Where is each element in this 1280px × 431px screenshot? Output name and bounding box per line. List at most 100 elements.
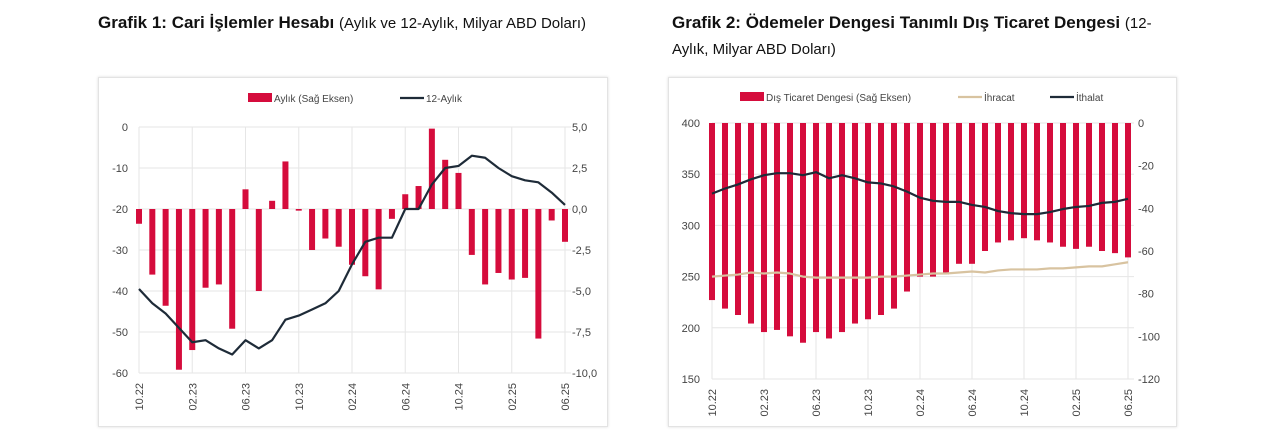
chart2-subtitle: (12-Aylık, Milyar ABD Doları)	[672, 15, 1152, 58]
chart2-title: Grafik 2: Ödemeler Dengesi Tanımlı Dış T…	[672, 10, 1152, 62]
bar-06.25	[562, 209, 568, 242]
bar-02.24	[917, 123, 923, 277]
x-tick-label: 06.23	[811, 389, 823, 417]
legend-label: Dış Ticaret Dengesi (Sağ Eksen)	[766, 93, 911, 104]
bar-03.23	[774, 123, 780, 330]
bar-10.23	[295, 209, 302, 211]
legend-label: İhracat	[984, 91, 1015, 104]
right-tick-label: -20	[1138, 161, 1154, 173]
bar-09.24	[1008, 123, 1014, 241]
bar-08.24	[995, 123, 1001, 243]
left-tick-label: -10	[112, 163, 128, 175]
x-tick-label: 02.24	[915, 389, 927, 417]
bar-02.25	[1073, 123, 1079, 249]
bar-04.23	[787, 123, 793, 337]
right-tick-label: 0	[1138, 118, 1144, 130]
right-tick-label: -100	[1138, 331, 1160, 343]
left-tick-label: 400	[682, 118, 700, 130]
chart2-title-main: Grafik 2: Ödemeler Dengesi Tanımlı Dış T…	[672, 13, 1121, 32]
legend-label: Aylık (Sağ Eksen)	[274, 94, 353, 105]
bar-04.23	[215, 209, 222, 285]
bar-07.23	[255, 209, 262, 291]
chart1-subtitle: (Aylık ve 12-Aylık, Milyar ABD Doları)	[338, 15, 586, 32]
bar-10.22	[136, 209, 142, 224]
legend-label: 12-Aylık	[426, 94, 463, 105]
legend-swatch	[740, 92, 764, 101]
left-tick-label: 200	[682, 323, 700, 335]
bar-05.25	[1112, 123, 1118, 254]
x-tick-label: 06.25	[1123, 389, 1135, 417]
bar-12.23	[891, 123, 897, 309]
bar-11.23	[309, 209, 316, 250]
bar-08.23	[839, 123, 845, 333]
bar-06.23	[813, 123, 819, 333]
left-tick-label: -40	[112, 286, 128, 298]
legend-label: İthalat	[1076, 91, 1103, 104]
left-tick-label: 300	[682, 220, 700, 232]
x-tick-label: 10.24	[454, 383, 466, 411]
bar-06.23	[242, 189, 249, 209]
right-tick-label: 0,0	[572, 204, 587, 216]
x-tick-label: 02.23	[759, 389, 771, 417]
x-tick-label: 10.22	[134, 383, 146, 411]
bar-03.25	[1086, 123, 1092, 247]
x-tick-label: 02.24	[347, 383, 359, 411]
bar-12.22	[735, 123, 741, 315]
bar-09.24	[442, 159, 449, 209]
x-tick-label: 10.23	[294, 383, 306, 411]
bar-03.23	[202, 209, 209, 288]
left-tick-label: -50	[112, 327, 128, 339]
bar-02.23	[189, 209, 196, 351]
bar-09.23	[282, 161, 289, 209]
chart-2: 400 350 300 250 200 150 0 -20 -40 -60 -80 -100 -120 1…	[682, 91, 1160, 417]
chart1-frame	[98, 77, 608, 427]
bar-01.25	[1060, 123, 1066, 247]
chart2-frame	[668, 77, 1177, 427]
left-tick-label: 150	[682, 374, 700, 386]
bar-05.23	[800, 123, 806, 343]
bar-01.24	[335, 209, 342, 247]
bar-04.24	[943, 123, 949, 275]
right-tick-label: -120	[1138, 374, 1160, 386]
chart1-title: Grafik 1: Cari İşlemler Hesabı (Aylık ve…	[98, 10, 618, 36]
bar-01.24	[904, 123, 910, 292]
left-tick-label: 0	[122, 122, 128, 134]
bar-12.22	[162, 209, 169, 306]
bar-06.25	[1125, 123, 1131, 258]
bar-03.25	[522, 209, 529, 278]
bar-07.24	[415, 186, 422, 209]
right-tick-label: 2,5	[572, 163, 587, 175]
left-tick-label: -20	[112, 204, 128, 216]
left-tick-label: 250	[682, 272, 700, 284]
bar-05.24	[388, 209, 395, 219]
bar-04.24	[375, 209, 382, 290]
right-tick-label: -5,0	[572, 286, 591, 298]
bar-04.25	[535, 209, 542, 339]
bar-04.25	[1099, 123, 1105, 251]
bar-08.23	[269, 200, 276, 209]
x-tick-label: 02.23	[187, 383, 199, 411]
bar-01.23	[175, 209, 182, 370]
left-tick-label: 350	[682, 169, 700, 181]
right-tick-label: 5,0	[572, 122, 587, 134]
x-tick-label: 06.24	[967, 389, 979, 417]
right-tick-label: -40	[1138, 203, 1154, 215]
bar-10.23	[865, 123, 871, 320]
x-tick-label: 06.23	[241, 383, 253, 411]
bar-09.23	[852, 123, 858, 324]
x-tick-label: 10.24	[1019, 389, 1031, 417]
bar-05.23	[229, 209, 236, 329]
bar-10.24	[455, 172, 462, 209]
bar-12.24	[482, 209, 489, 285]
chart1-title-main: Grafik 1: Cari İşlemler Hesabı	[98, 13, 335, 32]
x-tick-label: 10.22	[707, 389, 719, 417]
x-tick-label: 02.25	[1071, 389, 1083, 417]
bar-01.25	[495, 209, 502, 273]
left-tick-label: -60	[112, 368, 128, 380]
right-tick-label: -7,5	[572, 327, 591, 339]
bar-11.24	[1034, 123, 1040, 241]
bar-08.24	[428, 128, 435, 209]
bar-07.24	[982, 123, 988, 251]
right-tick-label: -60	[1138, 246, 1154, 258]
